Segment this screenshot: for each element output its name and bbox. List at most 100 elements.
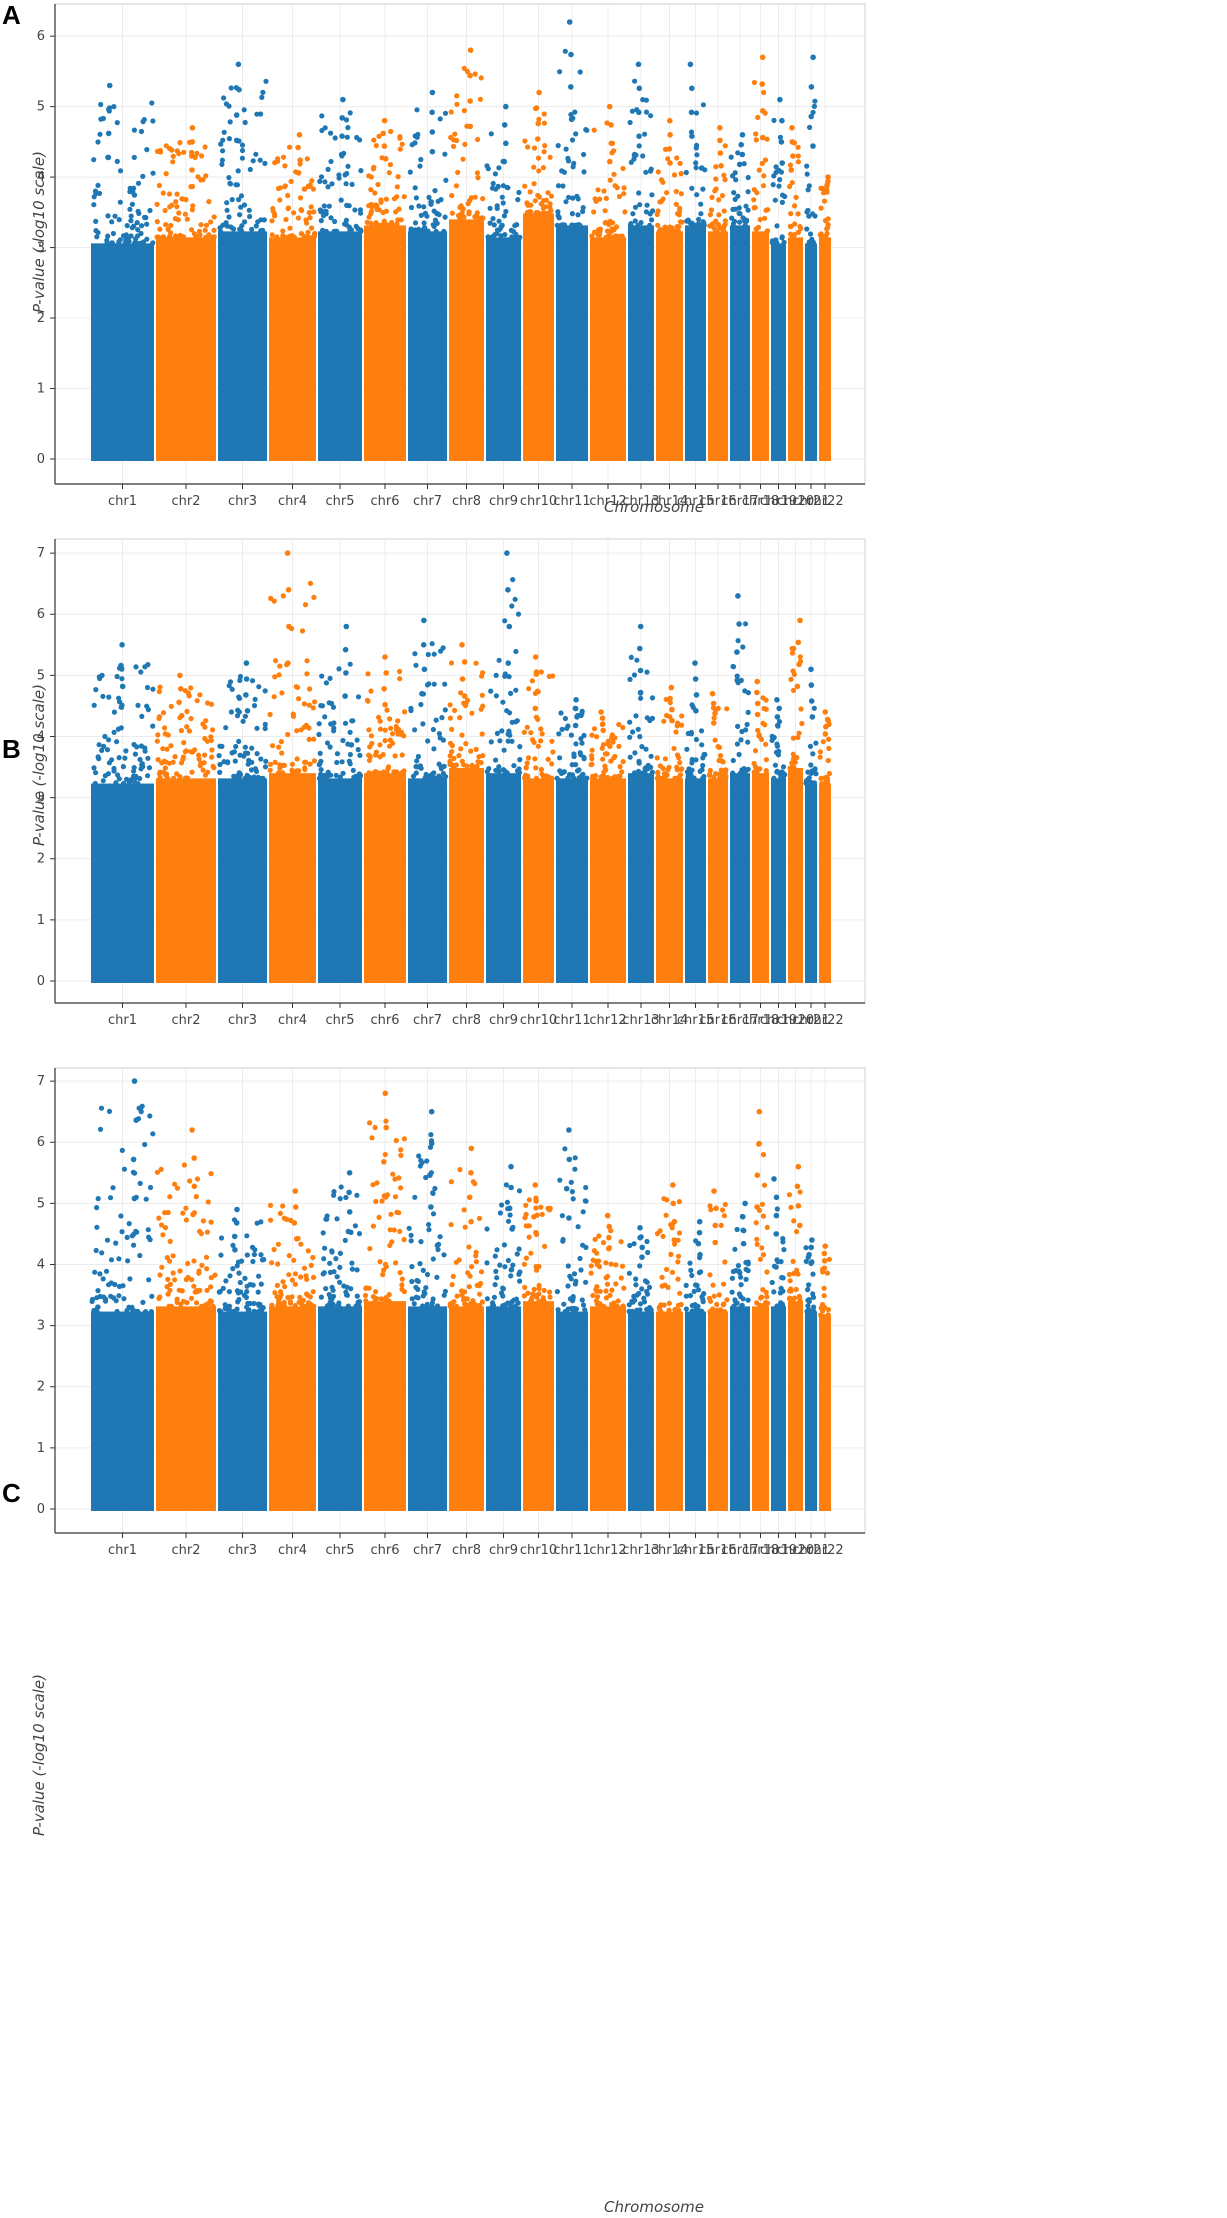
point bbox=[499, 194, 505, 200]
point bbox=[508, 1273, 514, 1279]
point bbox=[581, 151, 587, 158]
point bbox=[700, 186, 706, 192]
point bbox=[286, 1272, 292, 1278]
point bbox=[447, 1303, 453, 1309]
point bbox=[508, 227, 514, 233]
point bbox=[588, 1270, 594, 1276]
y-tick-label: 0 bbox=[37, 1502, 45, 1517]
point bbox=[193, 1300, 200, 1306]
point bbox=[579, 1297, 585, 1303]
point bbox=[111, 1295, 117, 1301]
point bbox=[127, 1276, 133, 1282]
point bbox=[630, 211, 636, 217]
point bbox=[760, 183, 767, 189]
point bbox=[453, 1259, 459, 1265]
point bbox=[720, 1302, 726, 1308]
point bbox=[592, 229, 598, 235]
point bbox=[424, 1271, 431, 1278]
point bbox=[366, 173, 372, 179]
point bbox=[418, 1239, 424, 1245]
point bbox=[771, 173, 777, 179]
point bbox=[696, 1270, 703, 1276]
point bbox=[472, 1301, 478, 1307]
point bbox=[787, 162, 794, 168]
point bbox=[734, 1226, 740, 1233]
point bbox=[753, 137, 759, 143]
point bbox=[114, 158, 120, 164]
point bbox=[95, 1304, 101, 1310]
point bbox=[281, 1302, 287, 1308]
point bbox=[621, 191, 627, 197]
y-tick-label: 2 bbox=[37, 1380, 45, 1395]
point bbox=[245, 1300, 251, 1306]
point bbox=[188, 227, 195, 233]
point bbox=[762, 215, 768, 221]
point bbox=[494, 1247, 500, 1253]
peak-point bbox=[233, 1220, 240, 1226]
point bbox=[434, 1303, 441, 1309]
point bbox=[421, 1289, 427, 1295]
peak-point bbox=[636, 109, 642, 116]
peak-point bbox=[468, 1170, 474, 1176]
peak-point bbox=[535, 136, 541, 142]
peak-point bbox=[189, 125, 196, 131]
point bbox=[525, 202, 531, 208]
point bbox=[426, 1222, 432, 1228]
point bbox=[118, 1213, 124, 1219]
peak-point bbox=[794, 1183, 801, 1190]
point bbox=[790, 1258, 796, 1264]
point bbox=[304, 1276, 310, 1282]
series-chr5 bbox=[317, 96, 364, 461]
point bbox=[710, 1282, 716, 1288]
point bbox=[806, 183, 812, 189]
point-cloud bbox=[449, 219, 484, 461]
point bbox=[562, 1146, 568, 1152]
point bbox=[722, 1201, 728, 1208]
point-cloud bbox=[91, 243, 154, 461]
point bbox=[131, 223, 137, 229]
point bbox=[583, 1279, 589, 1285]
peak-point bbox=[771, 1176, 777, 1182]
point bbox=[808, 1308, 814, 1314]
point bbox=[218, 1235, 225, 1241]
point bbox=[162, 1210, 168, 1216]
peak-point bbox=[345, 1228, 352, 1235]
point bbox=[719, 193, 726, 199]
peak-point bbox=[606, 1234, 612, 1241]
point bbox=[327, 1260, 333, 1266]
peak-point bbox=[667, 117, 673, 124]
point bbox=[329, 1284, 335, 1290]
peak-point bbox=[293, 1236, 300, 1242]
point-cloud bbox=[590, 237, 626, 461]
point bbox=[722, 1259, 728, 1265]
point bbox=[324, 1303, 331, 1309]
point bbox=[701, 220, 707, 226]
point bbox=[716, 212, 722, 218]
point bbox=[736, 205, 742, 211]
point bbox=[756, 167, 762, 173]
point-cloud bbox=[408, 231, 447, 461]
point bbox=[595, 187, 601, 193]
point bbox=[780, 192, 786, 198]
point bbox=[674, 223, 680, 230]
point bbox=[721, 228, 727, 234]
point bbox=[458, 203, 464, 209]
point bbox=[154, 201, 160, 207]
point bbox=[547, 1294, 553, 1300]
point bbox=[366, 203, 372, 209]
point bbox=[736, 210, 742, 216]
point bbox=[730, 206, 736, 212]
peak-point bbox=[717, 150, 724, 156]
x-tick-label: chr11 bbox=[553, 1543, 590, 1558]
point bbox=[285, 1294, 291, 1301]
point bbox=[408, 204, 415, 211]
point bbox=[658, 227, 664, 233]
point bbox=[438, 197, 444, 203]
point bbox=[185, 1260, 191, 1267]
point bbox=[437, 116, 443, 122]
point bbox=[253, 151, 259, 157]
point bbox=[129, 201, 135, 207]
point bbox=[131, 154, 137, 160]
point bbox=[694, 192, 700, 198]
point bbox=[343, 1292, 350, 1298]
